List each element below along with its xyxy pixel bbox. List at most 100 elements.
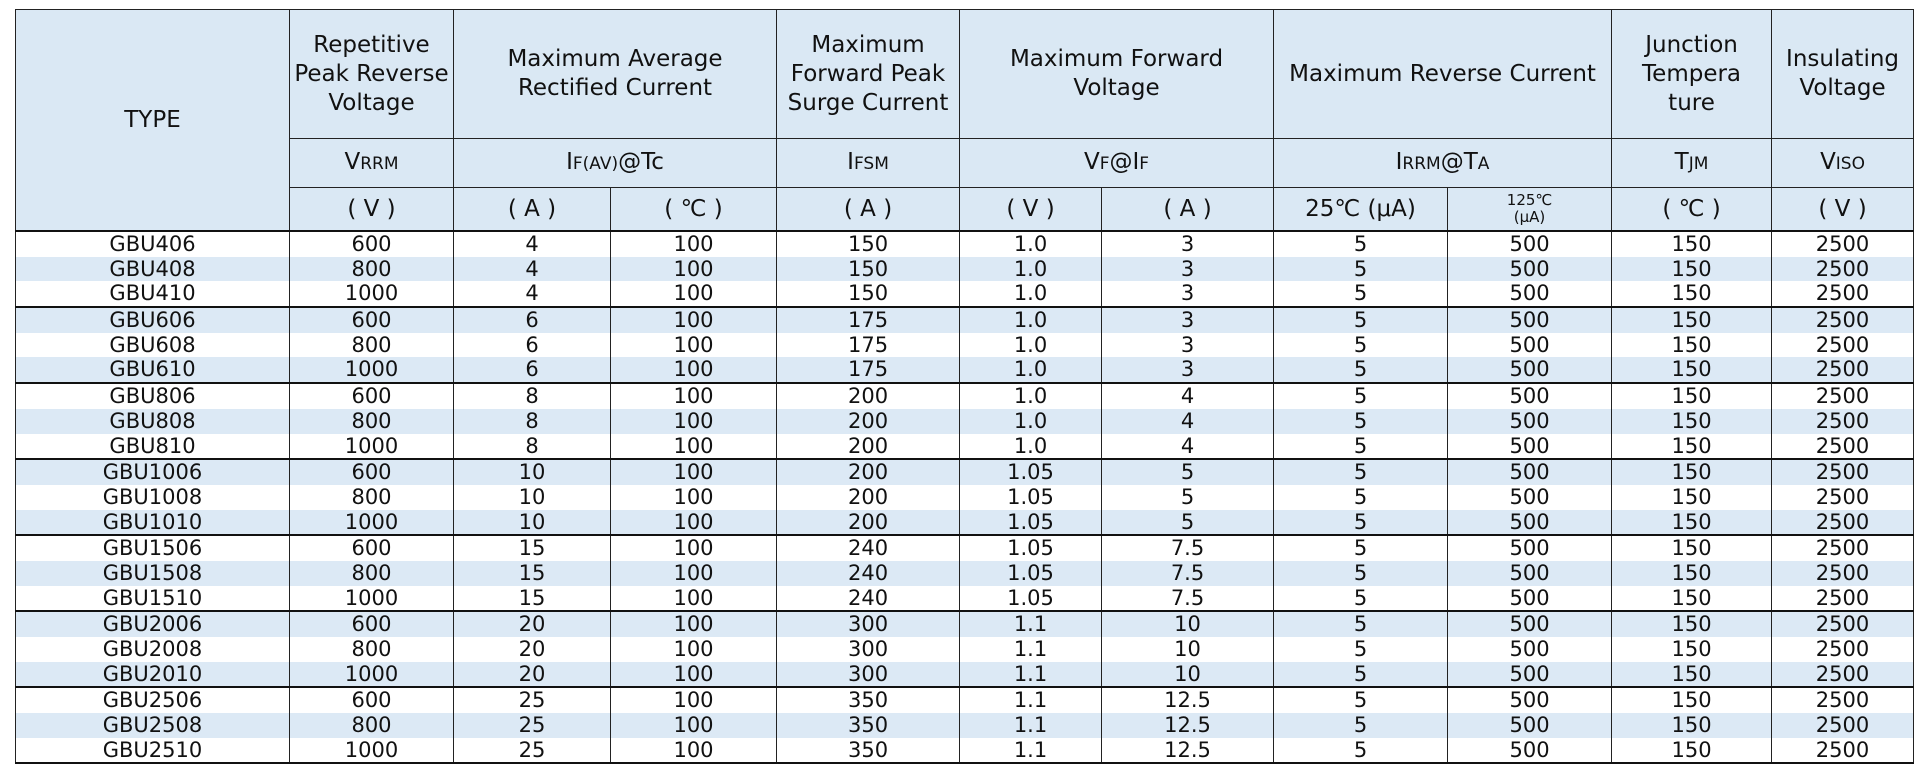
value-cell: 1.1 bbox=[959, 737, 1103, 764]
value-cell: 15 bbox=[453, 534, 611, 561]
value-cell: 2500 bbox=[1771, 458, 1915, 485]
value-cell: 3 bbox=[1101, 357, 1275, 384]
value-cell: 500 bbox=[1447, 408, 1613, 434]
value-cell: 1000 bbox=[289, 357, 454, 384]
value-cell: 1.0 bbox=[959, 408, 1103, 434]
value-cell: 100 bbox=[609, 230, 778, 257]
type-cell: GBU2008 bbox=[15, 637, 290, 662]
data-row: GBU1008 800 10 100 200 1.05 5 5 500 150 2500 bbox=[15, 484, 1915, 510]
value-cell: 5 bbox=[1273, 637, 1449, 662]
value-cell: 2500 bbox=[1771, 610, 1915, 637]
value-cell: 8 bbox=[453, 408, 611, 434]
symbol-part: I bbox=[566, 148, 573, 175]
value-cell: 5 bbox=[1273, 357, 1449, 384]
symbol-part: @Tc bbox=[618, 148, 664, 175]
value-cell: 12.5 bbox=[1101, 713, 1275, 738]
data-row: GBU608 800 6 100 175 1.0 3 5 500 150 2500 bbox=[15, 332, 1915, 358]
symbol-part: I bbox=[847, 148, 854, 175]
type-cell: GBU408 bbox=[15, 256, 290, 282]
data-row: GBU2506 600 25 100 350 1.1 12.5 5 500 150 2500 bbox=[15, 686, 1915, 714]
value-cell: 2500 bbox=[1771, 382, 1915, 409]
value-cell: 600 bbox=[289, 610, 454, 637]
symbol-part: JM bbox=[1688, 153, 1709, 174]
value-cell: 150 bbox=[1611, 332, 1773, 358]
value-cell: 4 bbox=[1101, 433, 1275, 460]
value-cell: 800 bbox=[289, 637, 454, 662]
value-cell: 2500 bbox=[1771, 560, 1915, 586]
value-cell: 1.0 bbox=[959, 433, 1103, 460]
value-cell: 1000 bbox=[289, 509, 454, 536]
value-cell: 2500 bbox=[1771, 408, 1915, 434]
value-cell: 500 bbox=[1447, 382, 1613, 409]
value-cell: 20 bbox=[453, 610, 611, 637]
value-cell: 6 bbox=[453, 306, 611, 333]
value-cell: 150 bbox=[776, 230, 961, 257]
value-cell: 1.1 bbox=[959, 661, 1103, 688]
value-cell: 800 bbox=[289, 713, 454, 738]
value-cell: 8 bbox=[453, 433, 611, 460]
value-cell: 5 bbox=[1273, 534, 1449, 561]
type-cell: GBU1010 bbox=[15, 509, 290, 536]
value-cell: 2500 bbox=[1771, 433, 1915, 460]
data-row: GBU2510 1000 25 100 350 1.1 12.5 5 500 150 2500 bbox=[15, 737, 1915, 764]
value-cell: 150 bbox=[776, 281, 961, 308]
value-cell: 3 bbox=[1101, 281, 1275, 308]
value-cell: 7.5 bbox=[1101, 585, 1275, 612]
data-row: GBU2010 1000 20 100 300 1.1 10 5 500 150 2500 bbox=[15, 661, 1915, 688]
value-cell: 500 bbox=[1447, 484, 1613, 510]
value-cell: 7.5 bbox=[1101, 534, 1275, 561]
value-cell: 100 bbox=[609, 433, 778, 460]
value-cell: 4 bbox=[453, 281, 611, 308]
value-cell: 200 bbox=[776, 458, 961, 485]
value-cell: 800 bbox=[289, 408, 454, 434]
type-cell: GBU1508 bbox=[15, 560, 290, 586]
data-row: GBU2006 600 20 100 300 1.1 10 5 500 150 2500 bbox=[15, 610, 1915, 637]
value-cell: 100 bbox=[609, 686, 778, 714]
value-cell: 240 bbox=[776, 560, 961, 586]
data-row: GBU610 1000 6 100 175 1.0 3 5 500 150 2500 bbox=[15, 357, 1915, 384]
value-cell: 150 bbox=[1611, 610, 1773, 637]
unit-cell: ( V ) bbox=[959, 187, 1103, 232]
value-cell: 10 bbox=[453, 509, 611, 536]
data-row: GBU1010 1000 10 100 200 1.05 5 5 500 150 2500 bbox=[15, 509, 1915, 536]
data-row: GBU1006 600 10 100 200 1.05 5 5 500 150 2500 bbox=[15, 458, 1915, 485]
data-row: GBU2008 800 20 100 300 1.1 10 5 500 150 2500 bbox=[15, 637, 1915, 662]
unit-cell: ( A ) bbox=[776, 187, 961, 232]
value-cell: 100 bbox=[609, 509, 778, 536]
symbol-cell: IF(AV)@Tc bbox=[452, 138, 778, 188]
type-cell: GBU410 bbox=[15, 281, 290, 308]
value-cell: 150 bbox=[1611, 382, 1773, 409]
value-cell: 2500 bbox=[1771, 585, 1915, 612]
value-cell: 100 bbox=[609, 332, 778, 358]
value-cell: 1.0 bbox=[959, 230, 1103, 257]
value-cell: 2500 bbox=[1771, 737, 1915, 764]
value-cell: 100 bbox=[609, 560, 778, 586]
symbol-cell: IFSM bbox=[776, 138, 961, 188]
value-cell: 150 bbox=[1611, 509, 1773, 536]
value-cell: 240 bbox=[776, 585, 961, 612]
unit-cell: 25℃ (μA) bbox=[1273, 187, 1449, 232]
value-cell: 150 bbox=[776, 256, 961, 282]
data-row: GBU810 1000 8 100 200 1.0 4 5 500 150 2500 bbox=[15, 433, 1915, 460]
unit-row: ( V )( A )( ℃ )( A )( V )( A ) 25℃ (μA) 12… bbox=[16, 187, 1915, 232]
table-header: TYPE Repetitive Peak Reverse Voltage Maxim… bbox=[15, 9, 1915, 232]
value-cell: 2500 bbox=[1771, 509, 1915, 536]
value-cell: 4 bbox=[1101, 408, 1275, 434]
value-cell: 600 bbox=[289, 534, 454, 561]
value-cell: 4 bbox=[1101, 382, 1275, 409]
value-cell: 12.5 bbox=[1101, 686, 1275, 714]
data-row: GBU2508 800 25 100 350 1.1 12.5 5 500 150 2500 bbox=[15, 713, 1915, 738]
value-cell: 100 bbox=[609, 484, 778, 510]
symbol-cell: VRRM bbox=[289, 138, 454, 188]
value-cell: 1.1 bbox=[959, 610, 1103, 637]
column-title: Maximum Forward Voltage bbox=[959, 9, 1275, 139]
value-cell: 500 bbox=[1447, 585, 1613, 612]
type-cell: GBU808 bbox=[15, 408, 290, 434]
value-cell: 5 bbox=[1273, 737, 1449, 764]
value-cell: 100 bbox=[609, 382, 778, 409]
value-cell: 150 bbox=[1611, 357, 1773, 384]
value-cell: 100 bbox=[609, 713, 778, 738]
value-cell: 150 bbox=[1611, 458, 1773, 485]
type-cell: GBU2010 bbox=[15, 661, 290, 688]
